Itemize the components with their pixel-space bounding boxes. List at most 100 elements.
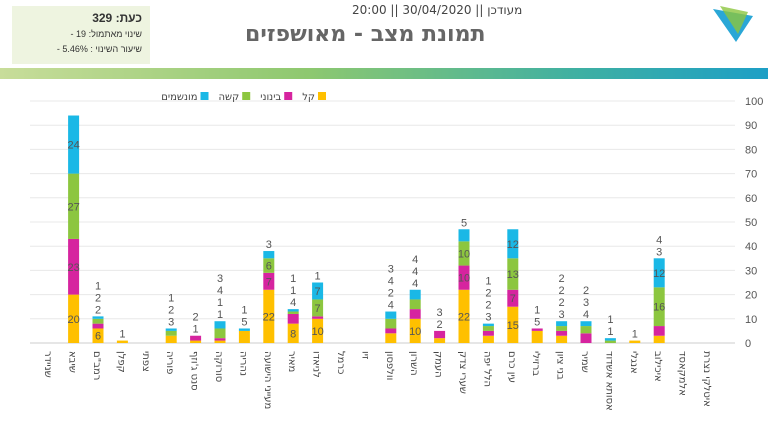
bar-segment [482, 335, 494, 343]
x-tick-label: מעייני הישועה [262, 351, 273, 409]
data-label: 16 [653, 302, 665, 314]
data-label: 4 [388, 300, 394, 312]
data-label: 10 [458, 248, 470, 260]
change-yesterday: שינוי מאתמול: 19 - [70, 29, 142, 39]
x-tick-label: רמב"ם [91, 351, 102, 380]
page-title: תמונת מצב - מאושפזים [245, 22, 486, 47]
bar-segment [190, 335, 202, 341]
data-label: 1 [607, 314, 613, 326]
data-label: 1 [607, 326, 613, 338]
data-label: 3 [485, 312, 491, 324]
data-label: 5 [241, 316, 247, 328]
bar-segment [556, 326, 568, 331]
data-label: 22 [458, 311, 470, 323]
bar-segment [434, 338, 446, 343]
x-tick-label: הלל יפה [481, 351, 492, 387]
data-label: 1 [290, 273, 296, 285]
bar-segment [214, 321, 226, 329]
data-label: 2 [559, 285, 565, 297]
data-label: 5 [534, 316, 540, 328]
data-label: 4 [217, 285, 223, 297]
bar-segment [190, 340, 202, 343]
bar-segment [482, 326, 494, 331]
x-tick-label: עין כרם [506, 351, 517, 383]
bar-segment [409, 299, 421, 310]
data-label: 22 [263, 311, 275, 323]
data-label: 10 [409, 326, 421, 338]
data-label: 1 [534, 304, 540, 316]
bar-segment [434, 330, 446, 339]
data-label: 7 [315, 286, 321, 298]
x-tick-label: העמק [433, 351, 444, 378]
data-label: 15 [507, 320, 519, 332]
data-label: 1 [193, 324, 199, 336]
bar-segment [287, 311, 299, 314]
bar-segment [68, 173, 80, 239]
bar-segment [507, 289, 519, 307]
bar-segment [68, 238, 80, 295]
x-tick-label: קפלן [115, 351, 126, 373]
y-tick-label: 70 [745, 169, 757, 181]
bar-segment [458, 289, 470, 343]
data-label: 1 [119, 329, 125, 341]
bar-segment [604, 340, 616, 343]
bar-segment [263, 251, 275, 259]
data-label: 3 [583, 297, 589, 309]
bar-segment [238, 330, 250, 343]
bar-segment [653, 335, 665, 343]
data-label: 3 [388, 264, 394, 276]
data-label: 12 [653, 268, 665, 280]
x-tick-label: אלמקאסד [677, 351, 688, 396]
data-label: 23 [67, 262, 79, 274]
data-label: 2 [168, 304, 174, 316]
bar-segment [263, 289, 275, 343]
bar-segment [92, 318, 104, 324]
bar-segment [92, 328, 104, 343]
x-tick-label: נהריה [237, 351, 248, 376]
data-label: 20 [67, 314, 79, 326]
bar-segment [556, 330, 568, 336]
bar-segment [116, 340, 128, 343]
bar-segment [409, 318, 421, 343]
bar-segment [312, 282, 324, 300]
data-label: 4 [583, 309, 589, 321]
data-label: 2 [95, 304, 101, 316]
bar-segment [287, 313, 299, 324]
data-label: 2 [193, 312, 199, 324]
bar-segment [92, 316, 104, 319]
bar-segment [531, 330, 543, 343]
bar-segment [165, 330, 177, 336]
data-label: 27 [67, 201, 79, 213]
bar-segment [653, 258, 665, 288]
data-label: 4 [412, 254, 418, 266]
x-tick-label: מאיר [286, 351, 297, 372]
x-tick-label: שמיר [579, 351, 590, 373]
x-tick-label: השרון [408, 351, 419, 376]
bar-segment [580, 333, 592, 343]
data-label: 3 [437, 307, 443, 319]
data-label: 4 [412, 278, 418, 290]
bar-segment [287, 309, 299, 312]
data-label: 4 [388, 276, 394, 288]
x-tick-label: זיו [359, 351, 370, 360]
y-tick-label: 60 [745, 193, 757, 205]
bar-segment [385, 333, 397, 343]
bar-segment [385, 318, 397, 329]
y-tick-label: 10 [745, 314, 757, 326]
data-label: 1 [485, 276, 491, 288]
data-label: 2 [559, 273, 565, 285]
x-tick-label: בני ציון [555, 351, 566, 380]
data-label: 1 [315, 271, 321, 283]
bar-segment [507, 306, 519, 343]
data-label: 1 [95, 280, 101, 292]
summary-box: כעת: 329 שינוי מאתמול: 19 - שיעור השינוי… [12, 6, 150, 64]
x-tick-label: שערי צדק [457, 351, 468, 394]
legend-label: מונשמים [161, 92, 197, 103]
data-label: 4 [656, 234, 662, 246]
x-tick-label: לניאדו [311, 351, 322, 378]
data-label: 2 [388, 288, 394, 300]
bar-segment [312, 318, 324, 343]
legend-swatch [200, 92, 209, 100]
bar-segment [580, 326, 592, 334]
bar-segment [287, 323, 299, 343]
